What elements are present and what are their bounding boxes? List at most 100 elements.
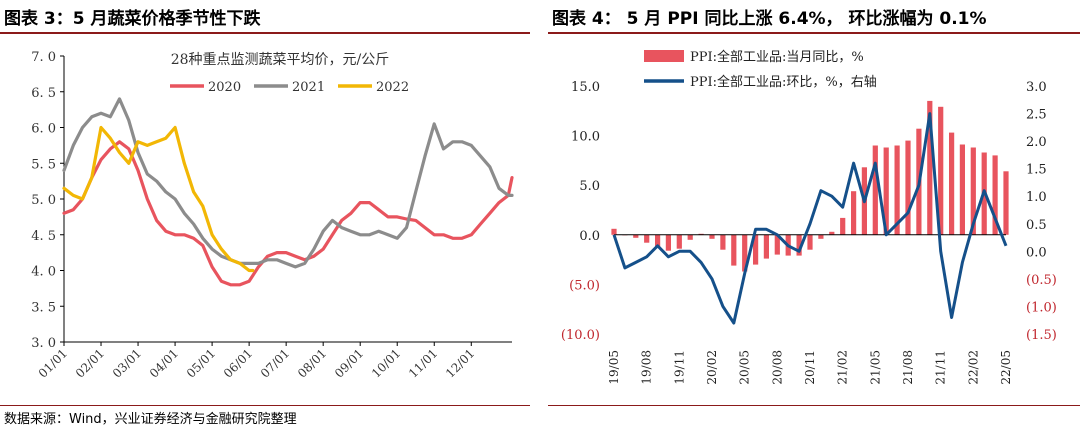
- x-tick-label: 19/11: [672, 350, 686, 385]
- yoy-bar: [949, 132, 955, 235]
- yoy-bar: [763, 234, 769, 259]
- x-tick-label: 11/01: [406, 346, 440, 380]
- series-2020: [62, 140, 514, 287]
- yoy-bar: [905, 140, 911, 235]
- x-tick-label: 01/01: [36, 346, 70, 380]
- right-y-tick-label: (0.5): [1026, 273, 1057, 288]
- source-note: 数据来源：Wind，兴业证券经济与金融研究院整理: [4, 412, 297, 427]
- y-tick-label: 6. 5: [31, 86, 56, 101]
- yoy-bars: [611, 100, 1009, 272]
- yoy-bar: [774, 234, 780, 255]
- mom-line: [612, 112, 1008, 325]
- x-tick-label: 19/05: [607, 350, 621, 385]
- series-2021: [62, 97, 514, 269]
- yoy-bar: [959, 144, 965, 235]
- x-tick-label: 20/02: [705, 350, 719, 385]
- x-tick-label: 07/01: [258, 346, 292, 380]
- ppi-chart: PPI:全部工业品:当月同比，% PPI:全部工业品:环比，%，右轴 15.0 10…: [561, 49, 1057, 385]
- title-rule: [548, 32, 1080, 34]
- yoy-bar: [709, 234, 715, 239]
- mom-series-line: [612, 112, 1008, 325]
- plot-area: [63, 56, 512, 343]
- right-y-tick-label: 3.0: [1026, 80, 1047, 95]
- yoy-bar: [927, 100, 933, 235]
- legend-label-2021: 2021: [292, 80, 325, 95]
- legend: 2020 2021 2022: [170, 80, 409, 95]
- x-tick-label: 21/02: [836, 350, 850, 385]
- yoy-bar: [883, 147, 889, 235]
- y-tick-label: 3. 0: [31, 336, 56, 351]
- vegetable-price-chart: 28种重点监测蔬菜平均价，元/公斤 2020 2021 2022 3. 0 3. 5 4…: [31, 50, 514, 381]
- x-tick-label: 04/01: [147, 346, 181, 380]
- x-tick-label: 21/05: [868, 350, 882, 385]
- right-y-tick-label: 2.0: [1026, 135, 1047, 150]
- left-y-axis-ticks: 15.0 10.0 5.0 0.0 (5.0) (10.0): [561, 80, 600, 343]
- yoy-bar: [807, 234, 813, 250]
- figure-title: 图表 4： 5 月 PPI 同比上涨 6.4%， 环比涨幅为 0.1%: [552, 9, 987, 29]
- yoy-bar: [633, 234, 639, 238]
- yoy-bar: [818, 234, 824, 239]
- yoy-bar: [992, 155, 998, 235]
- yoy-bar: [665, 234, 671, 251]
- x-tick-label: 02/01: [73, 346, 107, 380]
- right-y-axis-ticks: 3.0 2.5 2.0 1.5 1.0 0.5 0.0 (0.5) (1.0) (1.5): [1026, 80, 1057, 343]
- x-tick-label: 22/05: [999, 350, 1013, 385]
- left-y-tick-label: 0.0: [579, 229, 600, 244]
- x-tick-label: 21/11: [934, 350, 948, 385]
- x-tick-label: 20/11: [803, 350, 817, 385]
- x-tick-label: 19/08: [640, 350, 654, 385]
- chart-title: 28种重点监测蔬菜平均价，元/公斤: [171, 52, 390, 68]
- figure-ppi: 图表 4： 5 月 PPI 同比上涨 6.4%， 环比涨幅为 0.1% PPI:…: [548, 0, 1080, 406]
- y-tick-label: 4. 0: [31, 265, 56, 280]
- yoy-bar: [742, 234, 748, 272]
- figure-title: 图表 3：5 月蔬菜价格季节性下跌: [4, 9, 261, 29]
- yoy-bar: [1003, 171, 1009, 235]
- x-tick-label: 05/01: [184, 346, 218, 380]
- legend-swatch-yoy: [644, 50, 684, 62]
- x-tick-label: 09/01: [332, 346, 366, 380]
- left-y-tick-label: 10.0: [571, 130, 600, 145]
- yoy-bar: [872, 145, 878, 235]
- x-tick-label: 21/08: [901, 350, 915, 385]
- legend-label-2020: 2020: [208, 80, 241, 95]
- legend: PPI:全部工业品:当月同比，% PPI:全部工业品:环比，%，右轴: [644, 49, 877, 90]
- x-tick-label: 03/01: [110, 346, 144, 380]
- y-tick-label: 5. 5: [31, 157, 56, 172]
- y-tick-label: 7. 0: [31, 50, 56, 65]
- y-axis-ticks: 3. 0 3. 5 4. 0 4. 5 5. 0 5. 5 6. 0 6. 5 7. 0: [31, 50, 64, 351]
- yoy-bar: [611, 228, 617, 235]
- x-tick-label: 10/01: [369, 346, 403, 380]
- left-y-tick-label: 15.0: [571, 80, 600, 95]
- yoy-bar: [720, 234, 726, 250]
- yoy-bar: [894, 145, 900, 235]
- x-axis-ticks: 19/05 19/08 19/11 20/02 20/05 20/08 20/11 21/02…: [607, 350, 1013, 385]
- legend-label-yoy: PPI:全部工业品:当月同比，%: [690, 49, 864, 65]
- yoy-bar: [938, 106, 944, 235]
- y-tick-label: 3. 5: [31, 300, 56, 315]
- yoy-bar: [655, 234, 661, 247]
- y-tick-label: 5. 0: [31, 193, 56, 208]
- yoy-bar: [840, 217, 846, 235]
- bottom-rule: [548, 405, 1080, 406]
- yoy-bar: [644, 234, 650, 243]
- yoy-bar: [753, 234, 759, 265]
- yoy-bar: [970, 147, 976, 235]
- x-tick-label: 22/02: [966, 350, 980, 385]
- x-tick-label: 12/01: [443, 346, 477, 380]
- figure-vegetable-prices: 图表 3：5 月蔬菜价格季节性下跌 28种重点监测蔬菜平均价，元/公斤 2020…: [0, 0, 530, 406]
- x-tick-label: 08/01: [295, 346, 329, 380]
- right-y-tick-label: (1.0): [1026, 300, 1057, 315]
- legend-label-2022: 2022: [376, 80, 409, 95]
- right-y-tick-label: 1.0: [1026, 190, 1047, 205]
- y-tick-label: 4. 5: [31, 229, 56, 244]
- yoy-bar: [731, 234, 737, 266]
- title-rule: [0, 32, 530, 34]
- legend-label-mom: PPI:全部工业品:环比，%，右轴: [690, 74, 877, 90]
- x-axis-ticks: 01/01 02/01 03/01 04/01 05/01 06/01 07/01 08/01…: [36, 342, 477, 381]
- right-y-tick-label: 2.5: [1026, 108, 1047, 123]
- x-tick-label: 20/08: [770, 350, 784, 385]
- right-y-tick-label: (1.5): [1026, 328, 1057, 343]
- yoy-bar: [851, 191, 857, 235]
- left-y-tick-label: 5.0: [579, 179, 600, 194]
- right-y-tick-label: 0.0: [1026, 245, 1047, 260]
